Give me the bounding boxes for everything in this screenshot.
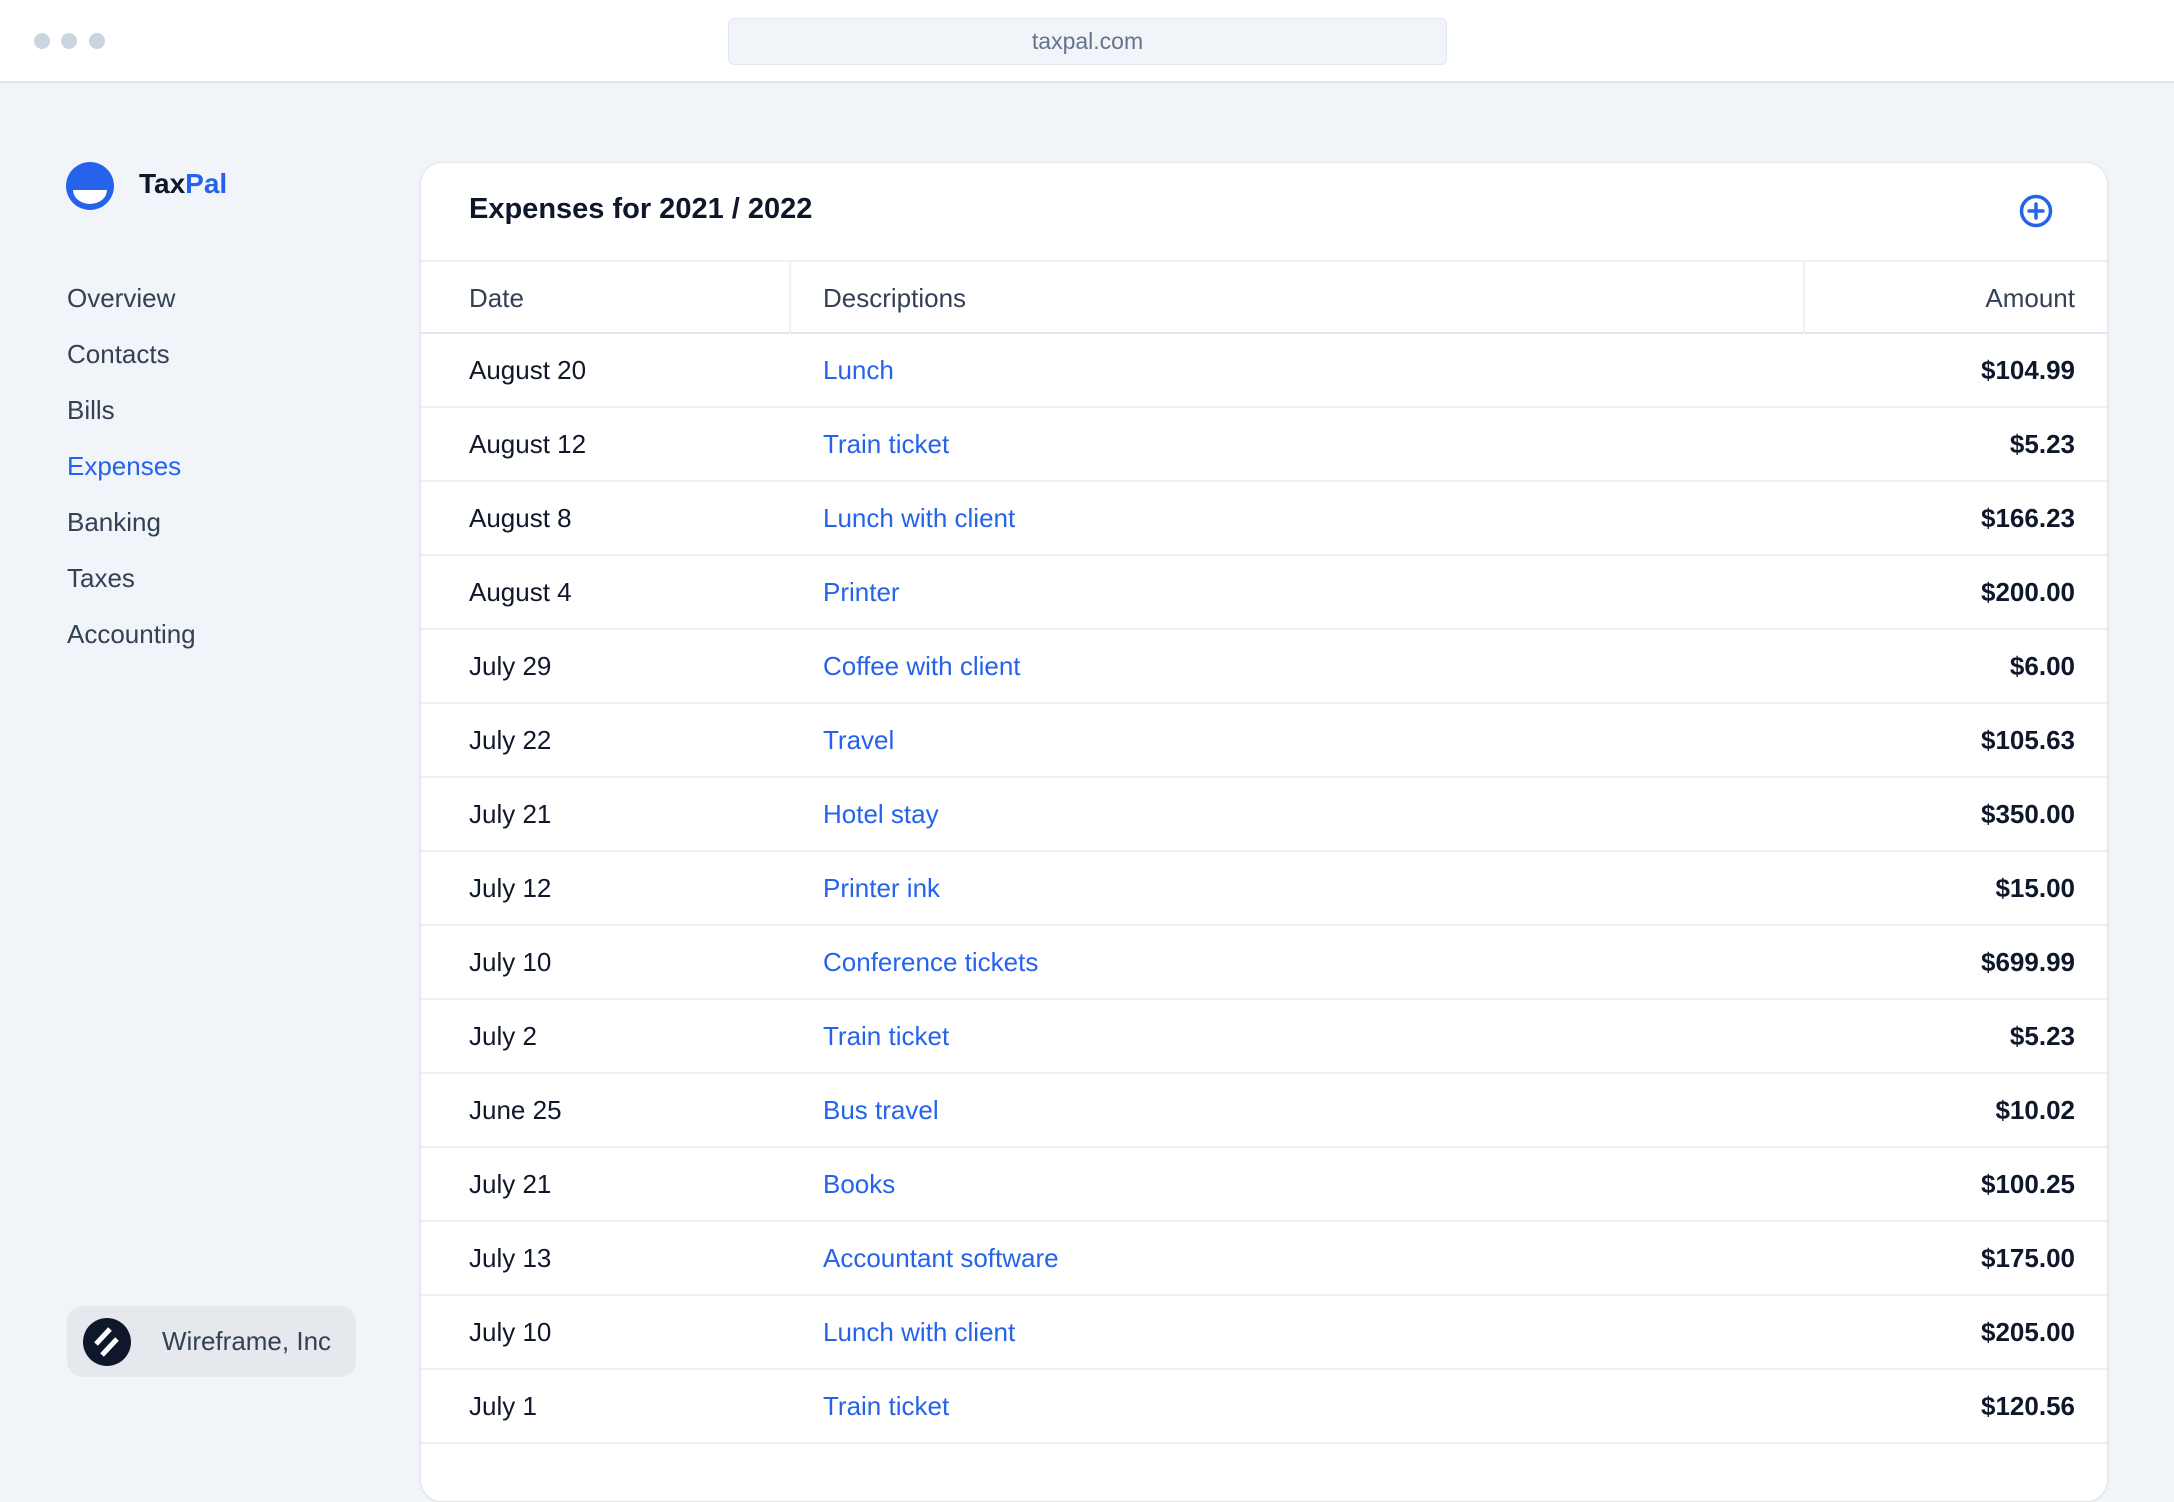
column-header-amount[interactable]: Amount (1985, 283, 2075, 313)
date-cell: July 12 (469, 873, 552, 903)
sidebar-item-overview[interactable]: Overview (67, 283, 176, 313)
date-cell: July 2 (469, 1021, 537, 1051)
taxpal-logo-icon (66, 162, 114, 210)
table-row: August 12 Train ticket $5.23 (421, 408, 2107, 482)
amount-cell: $6.00 (2009, 651, 2075, 681)
table-row: June 25 Bus travel $10.02 (421, 1074, 2107, 1148)
table-row: July 10 Conference tickets $699.99 (421, 926, 2107, 1000)
table-row: August 4 Printer $200.00 (421, 556, 2107, 630)
table-header: Date Descriptions Amount (421, 260, 2107, 334)
table-row: July 29 Coffee with client $6.00 (421, 630, 2107, 704)
column-header-descriptions[interactable]: Descriptions (823, 283, 967, 313)
amount-cell: $166.23 (1981, 503, 2075, 533)
amount-cell: $175.00 (1981, 1243, 2075, 1273)
url-bar[interactable]: taxpal.com (728, 18, 1447, 65)
description-link[interactable]: Train ticket (823, 1021, 950, 1051)
amount-cell: $105.63 (1981, 725, 2075, 755)
date-cell: July 13 (469, 1243, 552, 1273)
description-link[interactable]: Lunch with client (823, 1317, 1016, 1347)
description-link[interactable]: Lunch with client (823, 503, 1016, 533)
table-row: July 21 Hotel stay $350.00 (421, 778, 2107, 852)
description-link[interactable]: Train ticket (823, 429, 950, 459)
amount-cell: $205.00 (1981, 1317, 2075, 1347)
date-cell: August 20 (469, 355, 587, 385)
date-cell: July 10 (469, 1317, 552, 1347)
amount-cell: $120.56 (1981, 1391, 2075, 1421)
description-link[interactable]: Hotel stay (823, 799, 939, 829)
amount-cell: $699.99 (1981, 947, 2075, 977)
table-row: July 13 Accountant software $175.00 (421, 1222, 2107, 1296)
amount-cell: $5.23 (2009, 1021, 2075, 1051)
page-title: Expenses for 2021 / 2022 (469, 193, 813, 225)
expenses-card: Expenses for 2021 / 2022 Date Descriptio… (420, 162, 2108, 1502)
date-cell: July 21 (469, 1169, 552, 1199)
amount-cell: $15.00 (1995, 873, 2075, 903)
wireframe-logo-icon (83, 1318, 131, 1366)
sidebar-item-banking[interactable]: Banking (67, 507, 161, 537)
description-link[interactable]: Lunch (823, 355, 894, 385)
sidebar-item-expenses[interactable]: Expenses (67, 451, 182, 481)
description-link[interactable]: Printer ink (823, 873, 941, 903)
sidebar-item-contacts[interactable]: Contacts (67, 339, 170, 369)
description-link[interactable]: Conference tickets (823, 947, 1039, 977)
browser-bar: taxpal.com (0, 0, 2174, 83)
date-cell: July 1 (469, 1391, 537, 1421)
amount-cell: $5.23 (2009, 429, 2075, 459)
description-link[interactable]: Printer (823, 577, 900, 607)
amount-cell: $350.00 (1981, 799, 2075, 829)
sidebar-item-bills[interactable]: Bills (67, 395, 115, 425)
table-row: July 2 Train ticket $5.23 (421, 1000, 2107, 1074)
date-cell: July 29 (469, 651, 552, 681)
sidebar-item-accounting[interactable]: Accounting (67, 619, 196, 649)
description-link[interactable]: Travel (823, 725, 895, 755)
amount-cell: $100.25 (1981, 1169, 2075, 1199)
date-cell: July 22 (469, 725, 552, 755)
column-header-date[interactable]: Date (469, 283, 524, 313)
date-cell: July 21 (469, 799, 552, 829)
description-link[interactable]: Accountant software (823, 1243, 1059, 1273)
sidebar-item-taxes[interactable]: Taxes (67, 563, 135, 593)
table-row: July 10 Lunch with client $205.00 (421, 1296, 2107, 1370)
date-cell: August 8 (469, 503, 572, 533)
table-row: August 8 Lunch with client $166.23 (421, 482, 2107, 556)
description-link[interactable]: Coffee with client (823, 651, 1021, 681)
brand-name: TaxPal (139, 168, 228, 199)
window-dot-icon (34, 33, 50, 49)
workspace-name: Wireframe, Inc (162, 1326, 332, 1356)
amount-cell: $104.99 (1981, 355, 2075, 385)
table-row: July 22 Travel $105.63 (421, 704, 2107, 778)
description-link[interactable]: Books (823, 1169, 896, 1199)
table-row: July 12 Printer ink $15.00 (421, 852, 2107, 926)
sidebar-nav: Overview Contacts Bills Expenses Banking Taxe… (67, 280, 196, 672)
amount-cell: $200.00 (1981, 577, 2075, 607)
add-expense-button[interactable] (2019, 194, 2053, 228)
window-dot-icon (61, 33, 77, 49)
expenses-table-body: August 20 Lunch $104.99 August 12 Train tick… (421, 334, 2107, 1444)
date-cell: August 12 (469, 429, 587, 459)
description-link[interactable]: Bus travel (823, 1095, 939, 1125)
date-cell: August 4 (469, 577, 572, 607)
window-dot-icon (89, 33, 105, 49)
amount-cell: $10.02 (1995, 1095, 2075, 1125)
date-cell: July 10 (469, 947, 552, 977)
table-row: August 20 Lunch $104.99 (421, 334, 2107, 408)
table-row: July 1 Train ticket $120.56 (421, 1370, 2107, 1444)
workspace-switcher[interactable]: Wireframe, Inc (67, 1306, 356, 1377)
date-cell: June 25 (469, 1095, 562, 1125)
table-row: July 21 Books $100.25 (421, 1148, 2107, 1222)
description-link[interactable]: Train ticket (823, 1391, 950, 1421)
